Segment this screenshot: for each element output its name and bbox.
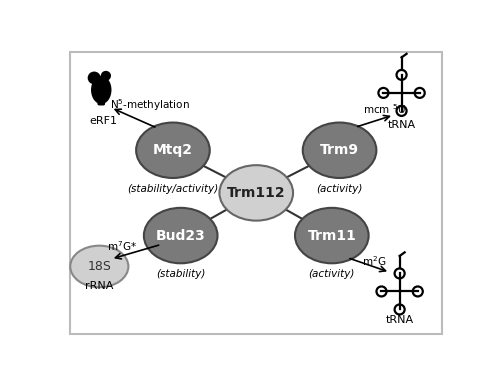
Text: Trm112: Trm112	[227, 186, 286, 200]
Ellipse shape	[70, 246, 128, 287]
Ellipse shape	[91, 76, 112, 104]
Text: (activity): (activity)	[308, 269, 355, 279]
Text: Trm11: Trm11	[308, 228, 356, 243]
Text: (activity): (activity)	[316, 184, 363, 194]
Ellipse shape	[144, 208, 218, 263]
Text: m$^7$G*: m$^7$G*	[107, 240, 137, 253]
Text: Bud23: Bud23	[156, 228, 206, 243]
Ellipse shape	[94, 78, 106, 88]
Ellipse shape	[220, 165, 293, 221]
Ellipse shape	[136, 123, 210, 178]
Ellipse shape	[88, 71, 101, 84]
Text: Trm9: Trm9	[320, 143, 359, 157]
Text: rRNA: rRNA	[85, 280, 114, 291]
Text: eRF1: eRF1	[89, 116, 117, 126]
Text: tRNA: tRNA	[388, 120, 415, 130]
Text: mcm $^5$U: mcm $^5$U	[363, 102, 406, 116]
FancyBboxPatch shape	[98, 96, 105, 105]
Text: (stability/activity): (stability/activity)	[128, 184, 218, 194]
Text: tRNA: tRNA	[386, 315, 413, 325]
Ellipse shape	[303, 123, 376, 178]
Text: 18S: 18S	[88, 260, 111, 273]
Ellipse shape	[295, 208, 368, 263]
Text: Mtq2: Mtq2	[153, 143, 193, 157]
Text: m$^2$G: m$^2$G	[362, 254, 386, 268]
Ellipse shape	[101, 71, 111, 81]
Text: (stability): (stability)	[156, 269, 206, 279]
Text: N$^5$-methylation: N$^5$-methylation	[110, 97, 190, 113]
FancyBboxPatch shape	[70, 52, 442, 334]
